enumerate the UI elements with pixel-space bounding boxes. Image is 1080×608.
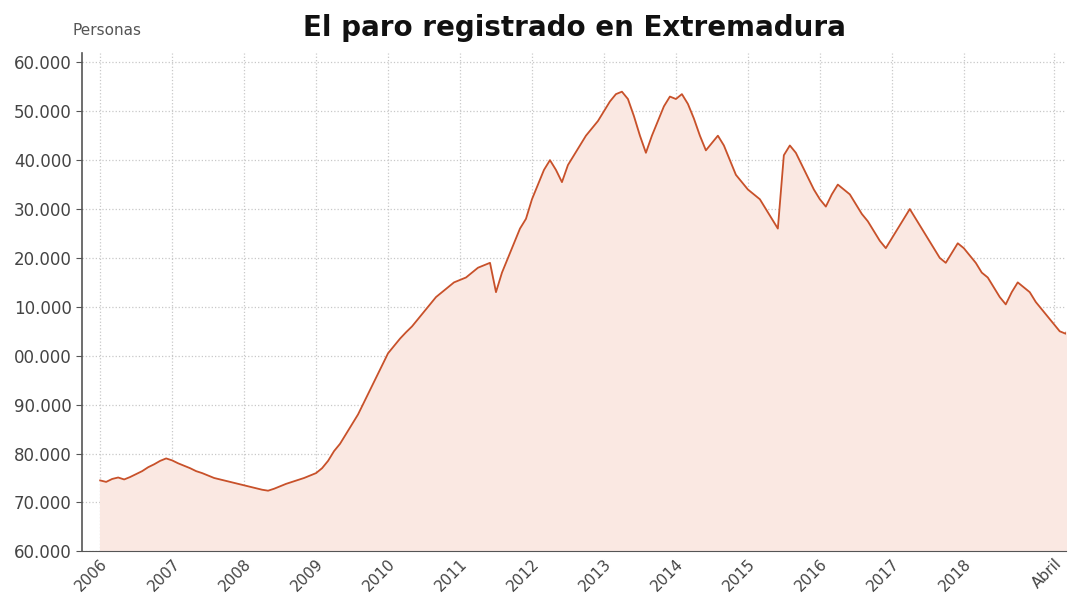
- Text: Personas: Personas: [72, 22, 141, 38]
- Title: El paro registrado en Extremadura: El paro registrado en Extremadura: [302, 14, 846, 42]
